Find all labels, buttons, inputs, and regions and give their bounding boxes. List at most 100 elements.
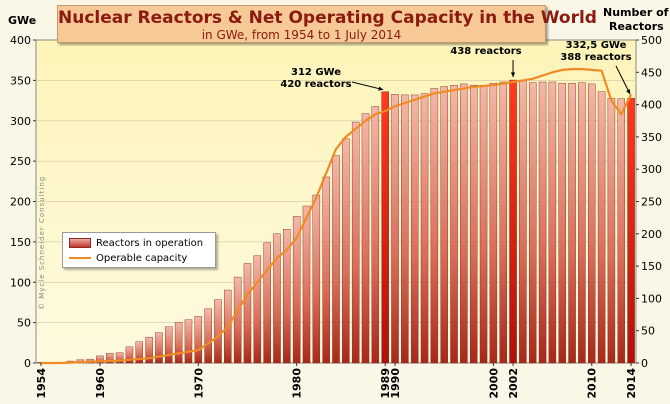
bar-2000	[489, 83, 498, 364]
x-tick-label-2002: 2002	[507, 368, 520, 399]
right-tick-label-150: 150	[641, 260, 662, 273]
annotation-1989: 312 GWe 420 reactors	[280, 67, 352, 91]
bar-1981	[302, 205, 311, 364]
bar-1993	[420, 93, 429, 364]
x-tick-label-1980: 1980	[291, 368, 304, 399]
x-tick-label-2000: 2000	[487, 368, 500, 399]
bar-1988	[371, 106, 380, 364]
right-tick-label-400: 400	[641, 99, 662, 112]
bar-1991	[401, 94, 409, 364]
left-tick-label-0: 0	[24, 357, 31, 370]
annotation-1989-reactors: 420 reactors	[280, 79, 352, 90]
x-tick-label-1990: 1990	[389, 368, 402, 399]
right-tick-label-250: 250	[641, 196, 662, 209]
left-tick-label-350: 350	[10, 74, 31, 87]
bar-1986	[351, 121, 360, 364]
bar-2008	[568, 83, 576, 364]
bar-1997	[460, 83, 468, 364]
annotation-2014-reactors: 388 reactors	[560, 52, 632, 63]
bar-1985	[342, 138, 350, 364]
bar-1962	[115, 352, 124, 364]
bar-2001	[499, 81, 507, 364]
right-tick-label-500: 500	[641, 34, 662, 47]
bar-2006	[548, 81, 557, 364]
annotation-2002: 438 reactors	[446, 46, 526, 58]
bar-1992	[410, 94, 419, 364]
legend-bar-swatch	[69, 238, 91, 248]
bar-2002	[509, 79, 517, 364]
left-axis: 0 50 100 150 200 250 300 350 400	[10, 34, 36, 370]
bar-1968	[174, 322, 183, 364]
bar-1995	[440, 86, 448, 364]
bar-1967	[165, 326, 173, 364]
bar-1978	[273, 233, 281, 364]
arrow-1989	[351, 81, 384, 91]
legend-item-line: Operable capacity	[69, 251, 187, 265]
bar-2004	[528, 82, 537, 364]
bar-1998	[469, 85, 478, 364]
right-tick-label-350: 350	[641, 131, 662, 144]
bar-1996	[450, 85, 458, 364]
left-tick-label-100: 100	[10, 276, 31, 289]
x-tick-label-1970: 1970	[192, 368, 205, 399]
legend-bar-label: Reactors in operation	[96, 237, 204, 249]
legend-line-swatch	[69, 257, 91, 259]
left-axis-title: GWe	[8, 14, 37, 27]
left-tick-label-200: 200	[10, 196, 31, 209]
bar-1961	[106, 353, 114, 364]
legend-line-label: Operable capacity	[96, 252, 188, 264]
annotation-2014: 332,5 GWe 388 reactors	[560, 40, 632, 64]
bar-2009	[578, 82, 586, 364]
left-tick-label-400: 400	[10, 34, 31, 47]
chart-subtitle: in GWe, from 1954 to 1 July 2014	[201, 28, 402, 42]
annotation-arrows	[351, 60, 631, 95]
copyright-text: © Mycle Schneider Consulting	[38, 175, 46, 310]
x-tick-label-2010: 2010	[586, 368, 599, 399]
bar-1975	[243, 263, 252, 364]
bar-2011	[597, 91, 606, 364]
bar-1972	[214, 299, 222, 364]
right-axis: 0 50 100 150 200 250 300 350 400 450 500	[636, 34, 662, 370]
bar-2007	[558, 83, 566, 364]
annotation-2002-reactors: 438 reactors	[450, 46, 522, 57]
bar-1971	[204, 308, 212, 364]
bar-1970	[194, 316, 203, 364]
bar-2003	[519, 80, 527, 364]
bar-2014	[627, 97, 635, 364]
arrow-1989-head	[378, 86, 384, 91]
bar-1999	[479, 85, 488, 364]
arrow-2002-head	[510, 72, 516, 78]
legend: Reactors in operation Operable capacity	[62, 232, 216, 268]
arrow-2014	[615, 65, 631, 95]
left-tick-label-250: 250	[10, 155, 31, 168]
legend-item-bars: Reactors in operation	[69, 236, 203, 250]
right-tick-label-300: 300	[641, 163, 662, 176]
bar-1965	[145, 336, 153, 364]
bar-1983	[322, 176, 330, 364]
right-tick-label-200: 200	[641, 228, 662, 241]
x-tick-label-1954: 1954	[35, 368, 48, 399]
annotation-1989-gwe: 312 GWe	[290, 67, 342, 78]
capacity-line	[40, 67, 633, 365]
bar-1994	[430, 88, 439, 364]
bar-series	[37, 79, 635, 364]
bar-2012	[607, 97, 616, 364]
right-tick-label-50: 50	[641, 325, 655, 338]
bar-2010	[587, 83, 596, 364]
title-box: Nuclear Reactors & Net Operating Capacit…	[57, 5, 597, 43]
bar-1963	[125, 346, 134, 364]
bar-1977	[263, 242, 271, 364]
bar-1984	[332, 155, 340, 364]
bar-1964	[135, 341, 144, 364]
bar-1976	[253, 255, 262, 364]
left-tick-label-300: 300	[10, 115, 31, 128]
chart-title: Nuclear Reactors & Net Operating Capacit…	[58, 8, 597, 28]
line-series	[40, 67, 633, 365]
annotation-2014-gwe: 332,5 GWe	[565, 40, 627, 51]
left-tick-label-150: 150	[10, 236, 31, 249]
x-tick-label-1960: 1960	[94, 368, 107, 399]
bar-1966	[155, 332, 163, 364]
bar-1989	[381, 91, 389, 364]
